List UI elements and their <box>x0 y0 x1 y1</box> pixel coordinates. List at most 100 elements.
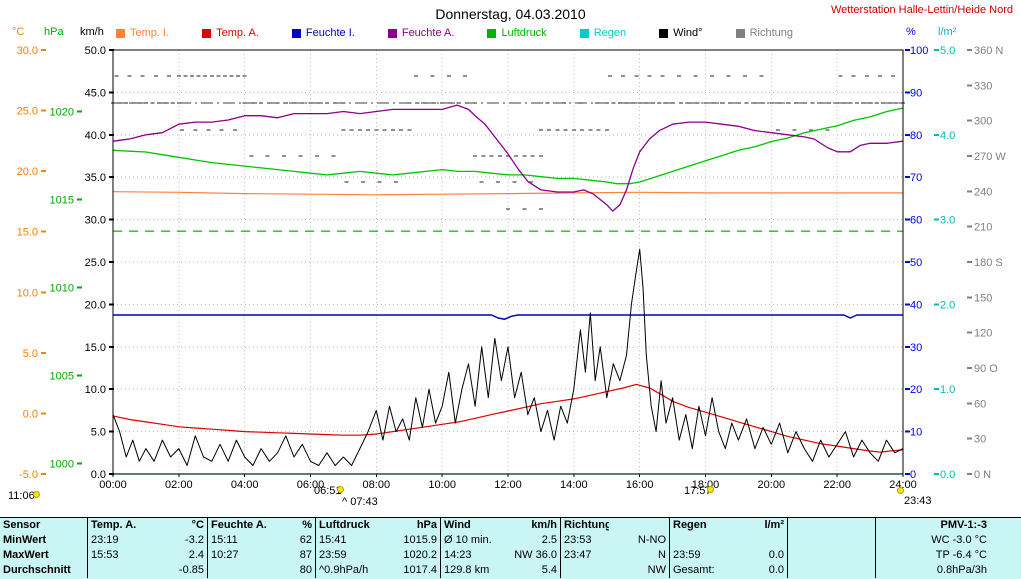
axis-temp: 30.0 25.0 20.0 15.0 10.0 5.0 0.0 -5.0 <box>17 45 46 481</box>
axis-tick-label: 360 N <box>974 45 1003 57</box>
table-cell: Temp. A. <box>91 519 137 531</box>
axis-tick-label: 1020 <box>50 107 74 119</box>
axis-rain: 5.0 4.0 3.0 2.0 1.0 0.0 <box>934 45 955 481</box>
axis-tick-label: 300 <box>974 116 992 128</box>
axis-tick-label: 4.0 <box>940 130 955 142</box>
sun-dot-icon <box>897 487 904 494</box>
axis-unit-hpa: hPa <box>44 26 64 38</box>
series-wind <box>112 248 904 466</box>
table-row-label: Sensor <box>0 518 88 533</box>
axis-tick-label: 20.0 <box>17 166 38 178</box>
axis-tick-label: 10.0 <box>85 384 106 396</box>
axis-tick-label: 08:00 <box>363 479 391 491</box>
axis-tick-label: 330 <box>974 80 992 92</box>
table-cell: km/h <box>507 518 561 533</box>
axis-tick-label: 120 <box>974 328 992 340</box>
table-cell <box>788 548 876 563</box>
table-cell: 62 <box>266 533 316 548</box>
table-cell: °C <box>150 518 208 533</box>
table-cell: Ø 10 min. <box>444 534 492 546</box>
series-temp-i <box>112 191 903 196</box>
sun-dot-icon <box>707 486 714 493</box>
axis-tick-label: 90 O <box>974 363 998 375</box>
axis-tick-label: 70 <box>910 172 922 184</box>
legend-swatch-wind <box>659 28 669 38</box>
axis-tick-label: 20:00 <box>758 479 786 491</box>
legend-item-wind: Wind° <box>659 27 703 39</box>
table-cell: ^0.9hPa/h <box>319 564 369 576</box>
axis-tick-label: 30 <box>974 434 986 446</box>
legend-label: Regen <box>593 27 627 39</box>
axis-unit-lm2: l/m² <box>938 26 957 38</box>
legend-item-feuchte-a: Feuchte A. <box>387 27 454 39</box>
axis-tick-label: 5.0 <box>940 45 955 57</box>
axis-tick-label: 22:00 <box>823 479 851 491</box>
axis-tick-label: 1010 <box>50 283 74 295</box>
table-cell: Wind <box>444 519 471 531</box>
legend-label: Wind° <box>673 27 703 39</box>
table-cell: 23:59 <box>673 549 701 561</box>
table-cell: 15:11 <box>211 534 238 546</box>
axis-tick-label: 12:00 <box>494 479 522 491</box>
axis-tick-label: 40 <box>910 299 922 311</box>
table-cell: 87 <box>266 548 316 563</box>
table-cell: Richtung <box>564 519 609 531</box>
table-row-label: Durchschnitt <box>0 563 88 578</box>
legend-item-feuchte-i: Feuchte I. <box>291 27 355 39</box>
table-cell: 0.0 <box>722 563 788 578</box>
table-cell <box>88 563 150 578</box>
table-cell: 15:41 <box>319 534 347 546</box>
axis-unit-kmh: km/h <box>80 26 104 38</box>
legend-label: Temp. A. <box>216 27 259 39</box>
station-name: Wetterstation Halle-Lettin/Heide Nord <box>831 4 1013 16</box>
series-luftdruck <box>112 107 904 185</box>
sun-marker-1: 06:51 <box>314 485 342 497</box>
axis-tick-label: 24:00 <box>889 479 917 491</box>
axis-tick-label: 40.0 <box>85 130 106 142</box>
axis-hpa: 1020 1015 1010 1005 1000 <box>50 107 82 470</box>
chart-title: Donnerstag, 04.03.2010 <box>435 6 586 22</box>
axis-tick-label: 5.0 <box>23 348 38 360</box>
table-cell: % <box>266 518 316 533</box>
sun-marker-2: ^ 07:43 <box>342 496 378 508</box>
axis-tick-label: 5.0 <box>91 427 106 439</box>
axis-tick-label: 1015 <box>50 195 74 207</box>
axis-tick-label: 20 <box>910 384 922 396</box>
table-cell: Gesamt: <box>673 564 715 576</box>
table-cell <box>722 533 788 548</box>
legend-item-regen: Regen <box>579 27 627 39</box>
sun-marker-0: 11:06 <box>8 490 35 502</box>
axis-tick-label: 240 <box>974 186 992 198</box>
table-cell: NW <box>609 563 670 578</box>
axis-tick-label: 10.0 <box>17 287 38 299</box>
axis-tick-label: -5.0 <box>19 469 38 481</box>
table-cell <box>561 563 609 578</box>
summary-table: Sensor Temp. A. °C Feuchte A.% Luftdruck hPa W… <box>0 517 1021 579</box>
axis-tick-label: 100 <box>910 45 928 57</box>
series-feuchte-a <box>112 104 904 212</box>
table-cell: NW 36.0 <box>507 548 561 563</box>
axis-tick-label: 3.0 <box>940 215 955 227</box>
legend-label: Luftdruck <box>501 27 547 39</box>
legend-item-temp-i: Temp. I. <box>116 27 169 39</box>
legend: Temp. I. Temp. A. Feuchte I. Feuchte A. Luft… <box>116 27 793 39</box>
table-cell: 5.4 <box>507 563 561 578</box>
table-cell: 0.8hPa/3h <box>936 564 987 576</box>
legend-swatch-temp-i <box>116 28 125 38</box>
table-cell: 14:23 <box>444 549 472 561</box>
legend-swatch-regen <box>579 28 589 38</box>
table-cell: 23:19 <box>91 534 119 546</box>
axis-tick-label: 30.0 <box>85 215 106 227</box>
axis-tick-label: 02:00 <box>165 479 193 491</box>
sun-dot-icon <box>33 491 40 498</box>
axis-tick-label: 10:00 <box>428 479 456 491</box>
axis-unit-celsius: °C <box>12 26 25 38</box>
table-cell: WC -3.0 °C <box>931 534 987 546</box>
legend-item-luftdruck: Luftdruck <box>487 27 547 39</box>
axis-tick-label: 2.0 <box>940 299 955 311</box>
axis-tick-label: 06:00 <box>297 479 325 491</box>
table-cell: N <box>609 548 670 563</box>
table-cell: 129.8 km <box>444 564 490 576</box>
axis-tick-label: 50.0 <box>85 45 106 57</box>
